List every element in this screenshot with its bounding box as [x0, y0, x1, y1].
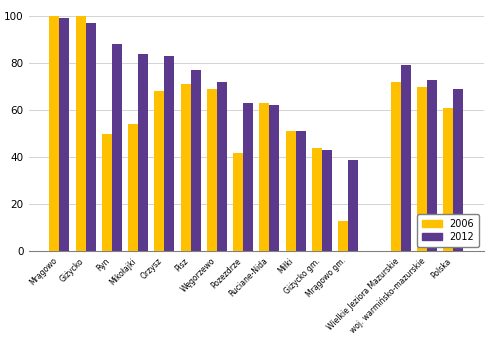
Bar: [453, 89, 463, 252]
Bar: [102, 134, 112, 252]
Bar: [138, 54, 148, 252]
Bar: [417, 86, 427, 252]
Bar: [348, 160, 358, 252]
Bar: [312, 148, 322, 252]
Bar: [191, 70, 201, 252]
Bar: [338, 221, 348, 252]
Bar: [285, 131, 296, 252]
Bar: [49, 16, 60, 252]
Bar: [181, 84, 191, 252]
Bar: [60, 18, 69, 252]
Bar: [164, 56, 174, 252]
Bar: [233, 153, 243, 252]
Bar: [401, 65, 410, 252]
Bar: [207, 89, 217, 252]
Bar: [260, 103, 269, 252]
Bar: [391, 82, 401, 252]
Bar: [243, 103, 253, 252]
Bar: [154, 91, 164, 252]
Bar: [269, 105, 279, 252]
Bar: [322, 150, 332, 252]
Bar: [296, 131, 305, 252]
Legend: 2006, 2012: 2006, 2012: [417, 214, 479, 246]
Bar: [427, 80, 437, 252]
Bar: [85, 23, 96, 252]
Bar: [443, 108, 453, 252]
Bar: [76, 16, 85, 252]
Bar: [217, 82, 227, 252]
Bar: [128, 124, 138, 252]
Bar: [112, 44, 122, 252]
